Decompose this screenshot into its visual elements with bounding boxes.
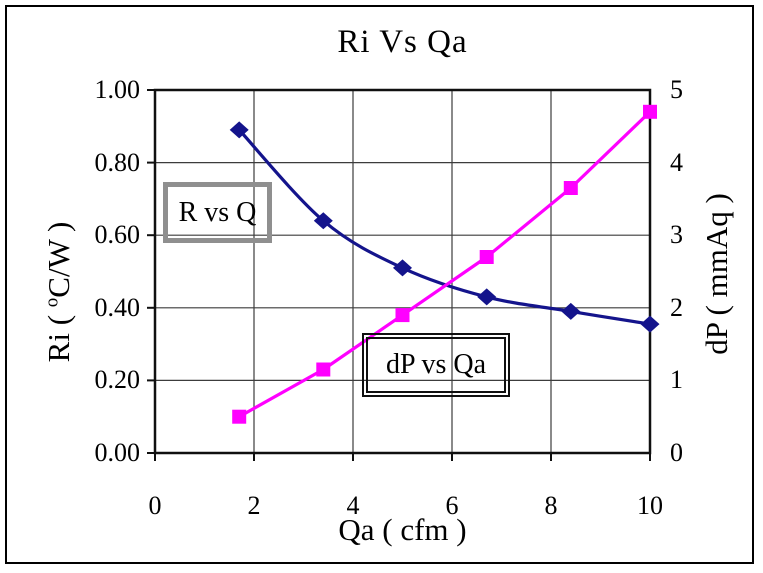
diamond-marker — [640, 315, 660, 333]
right-axis-tick: 0 — [670, 438, 683, 467]
x-axis-label: Qa ( cfm ) — [338, 512, 467, 547]
left-axis-tick: 0.40 — [94, 292, 141, 322]
series-line-0 — [238, 128, 651, 326]
square-marker — [479, 250, 494, 264]
series-label-box-dp-vs-qa: dP vs Qa — [362, 333, 510, 397]
left-axis-tick: 0.20 — [94, 365, 141, 395]
series-label-box-r-vs-q: R vs Q — [163, 182, 272, 243]
square-marker — [563, 181, 578, 195]
right-axis-tick: 1 — [670, 365, 683, 395]
right-axis-tick: 2 — [670, 292, 683, 322]
diamond-marker — [393, 259, 412, 277]
left-axis-tick: 0.80 — [94, 147, 141, 177]
right-axis-tick: 5 — [670, 75, 683, 104]
square-marker — [395, 308, 410, 323]
square-marker — [232, 409, 247, 424]
series-label-r-vs-q: R vs Q — [178, 196, 257, 228]
left-axis-tick: 0.60 — [94, 220, 141, 250]
square-marker — [643, 104, 657, 119]
left-axis-label: Ri ( oC/W ) — [41, 222, 77, 363]
x-axis-tick: 0 — [148, 491, 162, 520]
left-axis-tick: 1.00 — [94, 75, 141, 104]
x-axis-tick: 2 — [247, 491, 261, 520]
x-axis-tick: 8 — [544, 491, 558, 520]
left-axis-label-suffix: C/W ) — [41, 221, 76, 298]
right-axis-tick: 3 — [670, 220, 683, 250]
chart-title: Ri Vs Qa — [337, 24, 468, 60]
square-marker — [316, 362, 331, 377]
diamond-marker — [313, 212, 333, 230]
right-axis-tick: 4 — [670, 147, 683, 177]
diamond-marker — [561, 302, 581, 320]
series-line-1 — [238, 110, 652, 419]
right-axis-label: dP ( mmAq ) — [699, 193, 734, 355]
diamond-marker — [477, 288, 497, 306]
series-label-dp-vs-qa: dP vs Qa — [385, 349, 487, 380]
x-axis-tick: 4 — [346, 491, 360, 520]
x-axis-tick: 6 — [445, 491, 459, 520]
plot-border — [153, 88, 652, 455]
left-axis-tick: 0.00 — [94, 438, 141, 467]
degree-superscript: o — [41, 297, 63, 308]
left-axis-label-prefix: Ri ( — [41, 307, 76, 363]
x-axis-tick: 10 — [637, 491, 663, 520]
diamond-marker — [229, 121, 249, 139]
